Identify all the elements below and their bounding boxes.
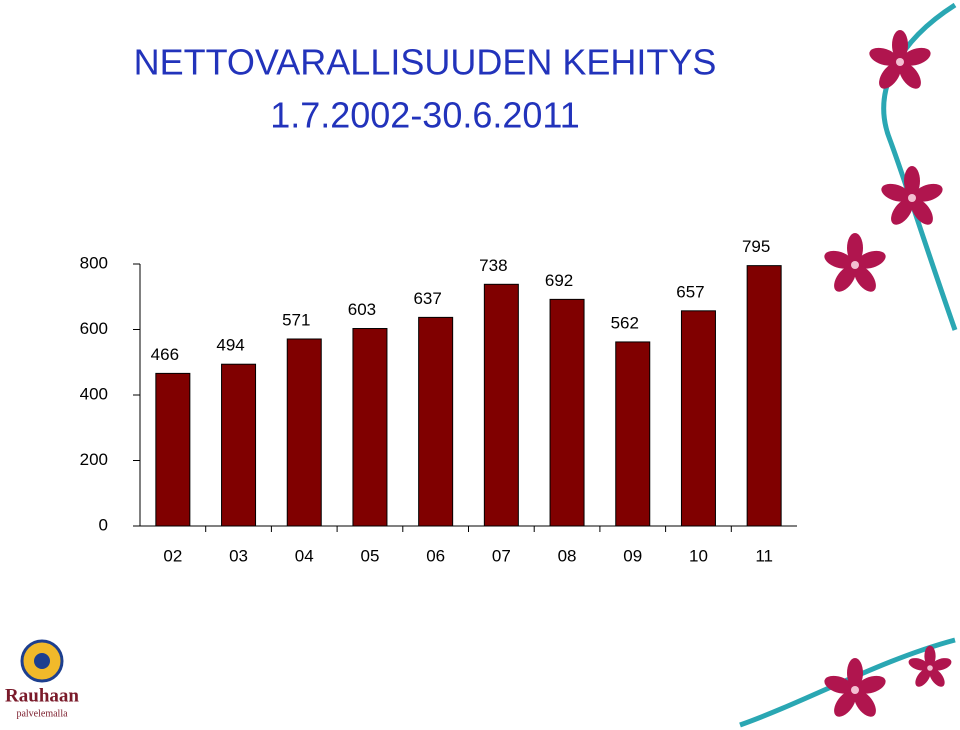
x-tick-label: 03 [229, 546, 248, 565]
value-label: 562 [611, 313, 639, 332]
y-tick-label: 800 [80, 253, 108, 272]
value-label: 657 [676, 282, 704, 301]
bar [680, 310, 716, 527]
value-label: 795 [742, 237, 770, 256]
x-tick-label: 04 [295, 546, 314, 565]
value-label: 466 [151, 345, 179, 364]
value-label: 692 [545, 271, 573, 290]
bar [352, 328, 388, 527]
x-tick-label: 06 [426, 546, 445, 565]
bar [549, 298, 585, 527]
bar [615, 341, 651, 527]
value-label: 603 [348, 300, 376, 319]
x-tick-label: 07 [492, 546, 511, 565]
value-label: 637 [413, 289, 441, 308]
x-tick-label: 10 [689, 546, 708, 565]
y-tick-label: 0 [99, 515, 108, 534]
y-tick-label: 400 [80, 384, 108, 403]
bar [286, 338, 322, 527]
logo-name: Rauhaan [5, 685, 79, 706]
y-tick-label: 200 [80, 450, 108, 469]
x-tick-label: 02 [163, 546, 182, 565]
value-label: 494 [216, 336, 244, 355]
value-label: 571 [282, 310, 310, 329]
bar [483, 283, 519, 527]
x-tick-label: 08 [558, 546, 577, 565]
chart-subtitle: 1.7.2002-30.6.2011 [270, 95, 580, 136]
value-label: 738 [479, 256, 507, 275]
y-tick-label: 600 [80, 319, 108, 338]
logo-tagline: palvelemalla [16, 708, 68, 719]
x-tick-label: 11 [755, 546, 773, 565]
x-tick-label: 09 [623, 546, 642, 565]
decoration [20, 2, 958, 728]
bar [155, 372, 191, 527]
chart-title: NETTOVARALLISUUDEN KEHITYS [134, 42, 717, 83]
bar [221, 363, 257, 527]
bar [418, 316, 454, 527]
x-tick-label: 05 [360, 546, 379, 565]
bar [746, 265, 782, 527]
